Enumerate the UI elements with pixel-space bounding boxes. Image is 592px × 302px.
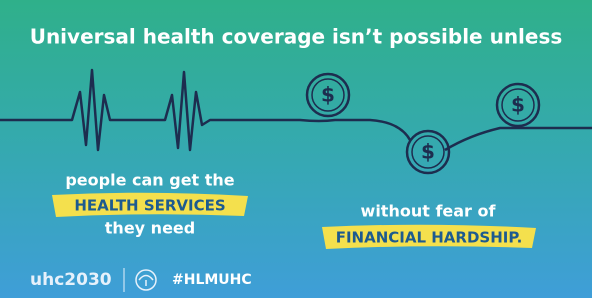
logo: uhc2030 [30, 270, 112, 290]
left-line3: they need [105, 219, 195, 238]
right-highlight: FINANCIAL HARDSHIP. [336, 229, 523, 247]
coin-symbol: $ [421, 140, 435, 164]
coin-symbol: $ [321, 83, 335, 107]
infographic: Universal health coverage isn’t possible… [0, 0, 592, 298]
left-line1: people can get the [65, 171, 234, 190]
coin-symbol: $ [511, 93, 525, 117]
left-highlight: HEALTH SERVICES [74, 197, 225, 215]
right-line1: without fear of [361, 202, 497, 221]
title: Universal health coverage isn’t possible… [30, 25, 563, 49]
hashtag: #HLMUHC [172, 272, 252, 288]
